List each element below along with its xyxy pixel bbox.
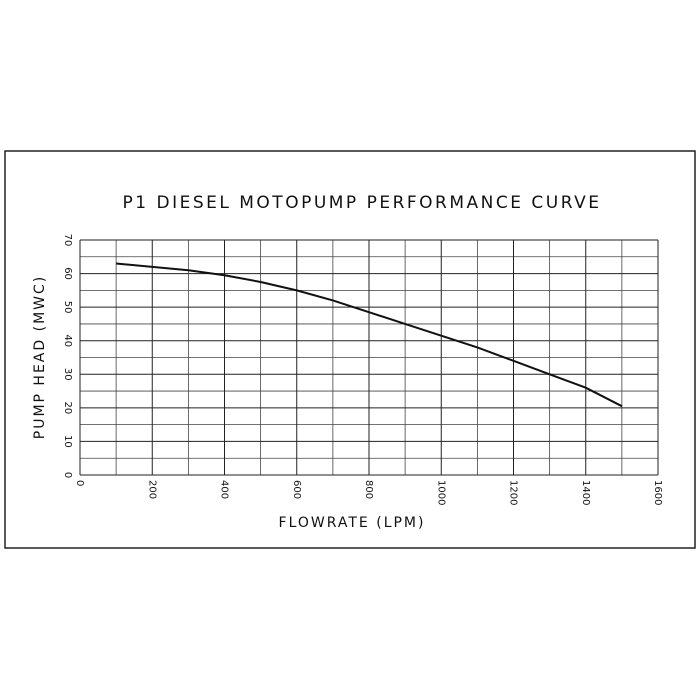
frame: [4, 150, 696, 549]
data-line: [116, 262, 623, 408]
x-axis-title: FLOWRATE (LPM): [279, 515, 426, 531]
y-tick-label: 40: [62, 334, 73, 347]
x-tick-label: 1600: [652, 480, 663, 505]
x-tick-label: 1000: [435, 480, 446, 505]
y-tick-label: 70: [62, 234, 73, 247]
y-tick-label: 20: [62, 401, 73, 414]
y-tick-label: 30: [62, 368, 73, 381]
y-tick-label: 10: [62, 435, 73, 448]
x-tick-label: 0: [74, 480, 85, 486]
x-tick-label: 800: [363, 480, 374, 499]
x-tick-label: 600: [291, 480, 302, 499]
x-tick-label: 200: [146, 480, 157, 499]
y-tick-label: 0: [62, 472, 73, 478]
x-tick-label: 1400: [580, 480, 591, 505]
x-tick-label: 1200: [508, 480, 519, 505]
chart-title: P1 DIESEL MOTOPUMP PERFORMANCE CURVE: [123, 193, 602, 213]
y-tick-label: 50: [62, 301, 73, 314]
x-tick-label: 400: [219, 480, 230, 499]
y-axis-title: PUMP HEAD (MWC): [32, 275, 48, 439]
y-tick-label: 60: [62, 267, 73, 280]
